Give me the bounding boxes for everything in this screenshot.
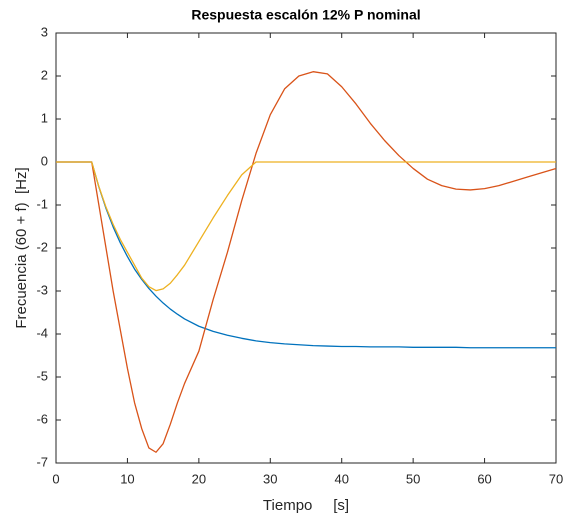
y-tick-label: 2 bbox=[41, 67, 48, 82]
plot-area bbox=[55, 32, 557, 464]
y-tick-label: -5 bbox=[36, 368, 48, 383]
chart-title: Respuesta escalón 12% P nominal bbox=[191, 7, 420, 23]
y-tick-label: 3 bbox=[41, 24, 48, 39]
y-tick-label: -3 bbox=[36, 282, 48, 297]
x-tick-label: 60 bbox=[477, 471, 491, 486]
series-line bbox=[56, 161, 556, 349]
y-tick-label: -4 bbox=[36, 325, 48, 340]
series-line bbox=[56, 71, 557, 453]
y-tick-label: -2 bbox=[36, 239, 48, 254]
y-axis-label: Frecuencia (60 + f) [Hz] bbox=[13, 167, 30, 328]
x-tick-label: 20 bbox=[192, 471, 206, 486]
y-tick-label: -1 bbox=[36, 196, 48, 211]
x-tick-label: 30 bbox=[263, 471, 277, 486]
x-tick-label: 10 bbox=[120, 471, 134, 486]
x-tick-label: 0 bbox=[52, 471, 59, 486]
y-tick-label: -6 bbox=[36, 411, 48, 426]
y-tick-label: -7 bbox=[36, 454, 48, 469]
x-axis-label: Tiempo [s] bbox=[263, 497, 349, 514]
y-tick-label: 1 bbox=[41, 110, 48, 125]
x-tick-label: 70 bbox=[549, 471, 563, 486]
series-line bbox=[56, 161, 556, 292]
x-tick-label: 50 bbox=[406, 471, 420, 486]
x-tick-label: 40 bbox=[334, 471, 348, 486]
y-tick-label: 0 bbox=[41, 153, 48, 168]
